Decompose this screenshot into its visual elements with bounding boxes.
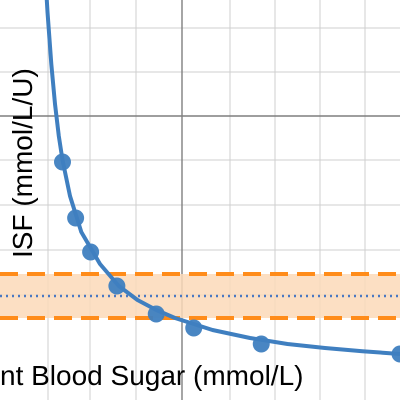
data-point — [67, 209, 85, 227]
series — [44, 0, 400, 363]
x-axis-label: nt Blood Sugar (mmol/L) — [0, 360, 303, 391]
data-point — [108, 277, 126, 295]
data-point — [391, 345, 400, 363]
data-point — [252, 335, 270, 353]
data-point — [54, 153, 71, 171]
data-point — [185, 319, 203, 337]
y-axis-label: ISF (mmol/L/U) — [7, 68, 38, 258]
target-band — [0, 272, 400, 320]
data-point — [147, 305, 165, 323]
data-point — [82, 243, 100, 261]
